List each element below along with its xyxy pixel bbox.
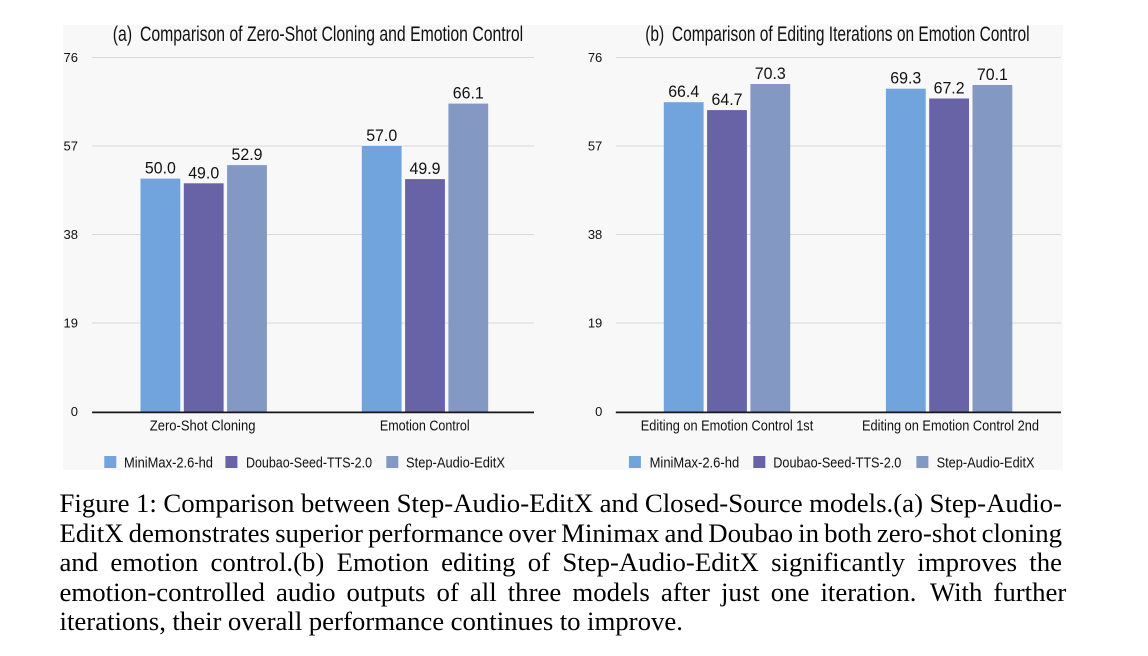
svg-text:70.3: 70.3 [755,64,786,83]
svg-text:66.4: 66.4 [668,82,699,101]
svg-text:76: 76 [588,50,602,65]
svg-text:Doubao-Seed-TTS-2.0: Doubao-Seed-TTS-2.0 [773,455,901,471]
svg-text:(a) Comparison of Zero-Shot Cl: (a) Comparison of Zero-Shot Cloning and … [113,25,523,46]
svg-text:64.7: 64.7 [712,90,743,109]
svg-text:76: 76 [64,50,78,65]
svg-text:19: 19 [588,316,602,331]
svg-text:57: 57 [588,139,602,154]
svg-text:38: 38 [588,227,602,242]
svg-text:Doubao-Seed-TTS-2.0: Doubao-Seed-TTS-2.0 [246,455,372,471]
svg-text:69.3: 69.3 [890,69,921,88]
svg-text:66.1: 66.1 [453,84,484,103]
svg-text:57.0: 57.0 [366,126,397,145]
svg-text:MiniMax-2.6-hd: MiniMax-2.6-hd [124,455,213,471]
svg-text:49.0: 49.0 [188,163,219,182]
svg-text:Editing on Emotion Control 2nd: Editing on Emotion Control 2nd [862,418,1039,434]
svg-text:49.9: 49.9 [410,159,441,178]
svg-text:Step-Audio-EditX: Step-Audio-EditX [937,455,1035,471]
svg-text:67.2: 67.2 [934,79,965,98]
svg-text:57: 57 [64,139,78,154]
svg-text:0: 0 [71,404,78,419]
svg-text:52.9: 52.9 [232,145,263,164]
svg-text:MiniMax-2.6-hd: MiniMax-2.6-hd [650,455,740,471]
svg-text:(b) Comparison of Editing Iter: (b) Comparison of Editing Iterations on … [645,25,1029,46]
svg-text:38: 38 [64,227,78,242]
svg-text:50.0: 50.0 [145,159,176,178]
svg-text:70.1: 70.1 [977,65,1008,84]
svg-text:19: 19 [64,316,78,331]
svg-text:Step-Audio-EditX: Step-Audio-EditX [406,455,505,471]
svg-text:Zero-Shot Cloning: Zero-Shot Cloning [150,418,256,434]
svg-text:Emotion Control: Emotion Control [380,418,470,434]
svg-text:0: 0 [595,404,602,419]
svg-text:Editing on Emotion Control 1st: Editing on Emotion Control 1st [641,418,814,434]
